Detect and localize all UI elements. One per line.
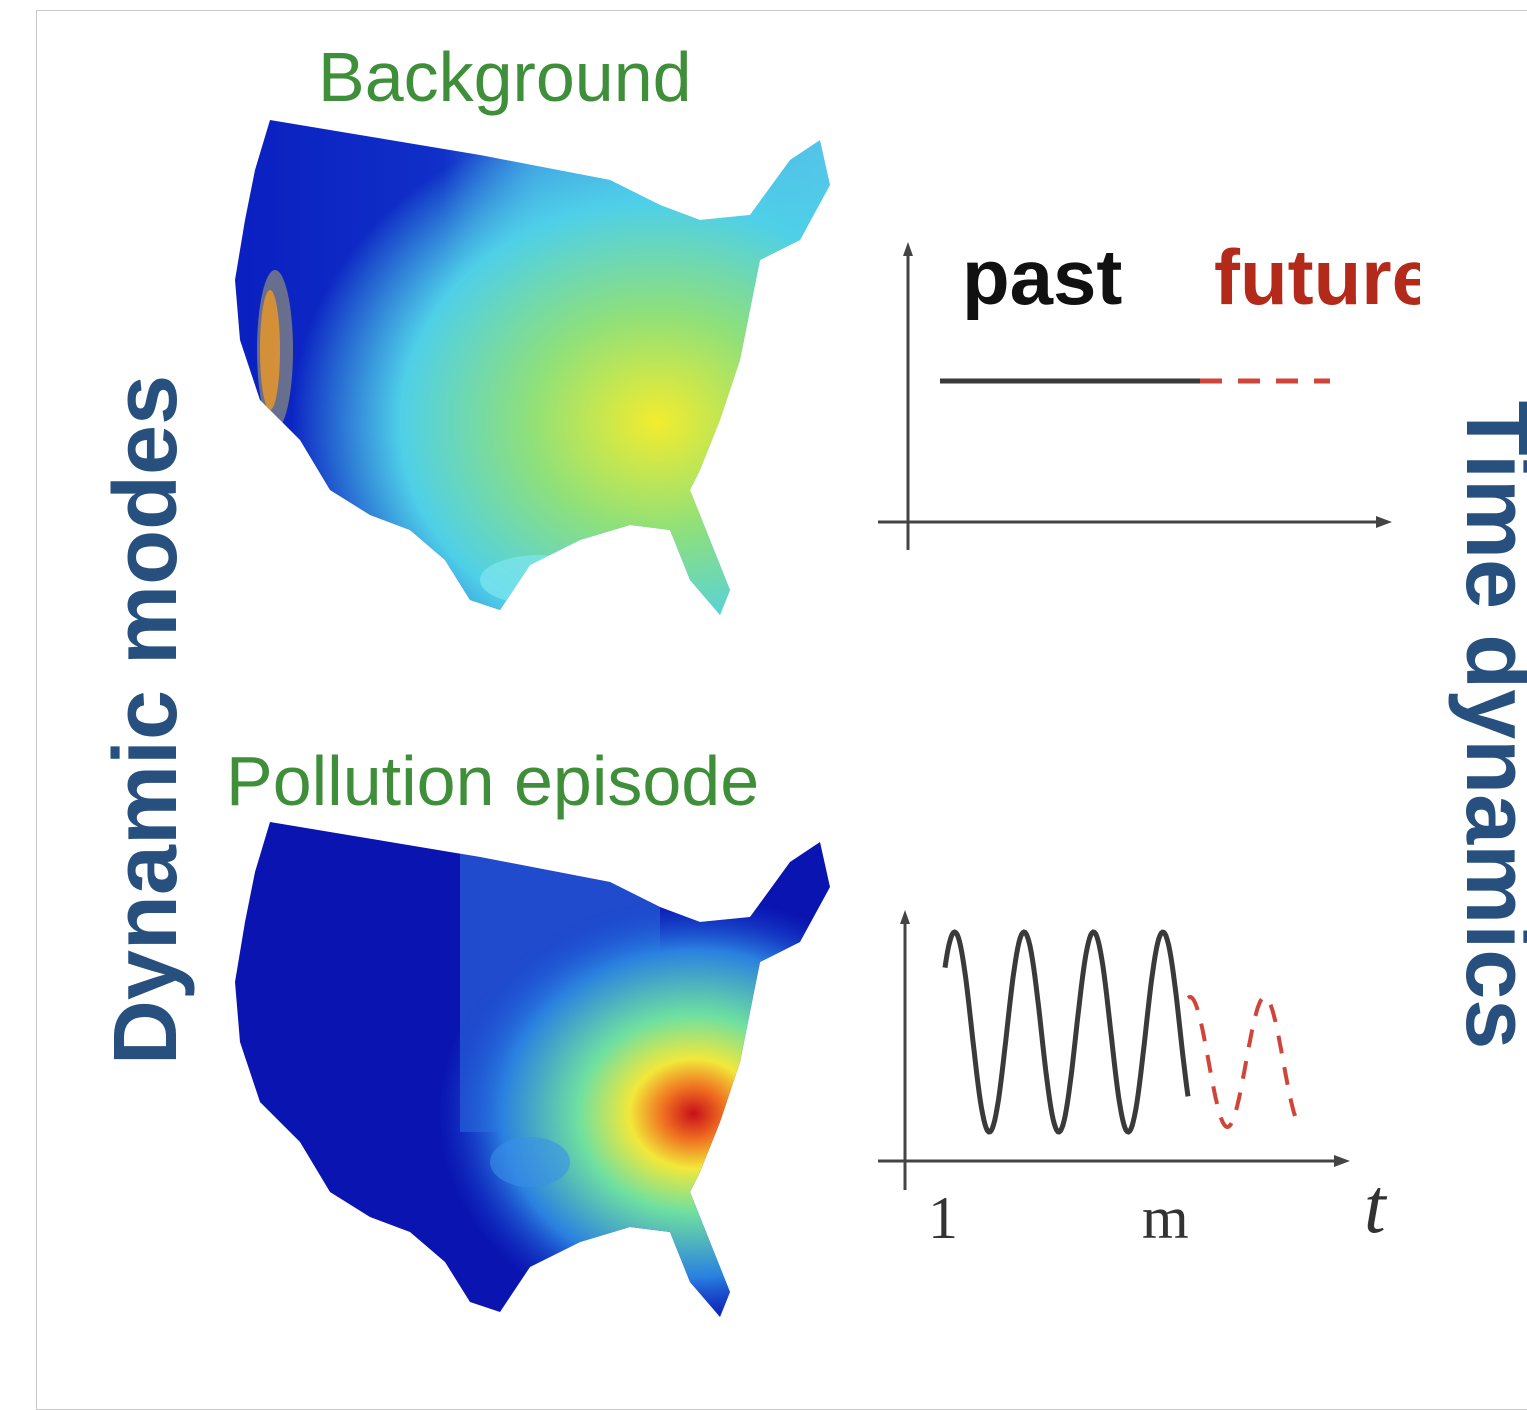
- time-dynamics-label: Time dynamics: [1447, 400, 1527, 1050]
- pollution-episode-title: Pollution episode: [226, 742, 760, 820]
- x-axis-arrow: [1334, 1155, 1350, 1167]
- y-axis-arrow: [900, 910, 910, 924]
- future-label: future: [1214, 233, 1420, 321]
- pollution-episode-map: [235, 822, 830, 1317]
- axis-label-t: t: [1364, 1162, 1388, 1249]
- tick-label-1: 1: [928, 1185, 958, 1251]
- future-oscillation: [1186, 994, 1302, 1129]
- background-title: Background: [318, 38, 692, 116]
- tick-label-m: m: [1142, 1185, 1189, 1251]
- background-mode-map: [235, 120, 830, 615]
- pollution-time-dynamics-plot: 1 m t: [878, 910, 1388, 1251]
- past-label: past: [962, 233, 1122, 321]
- x-axis-arrow: [1376, 516, 1392, 528]
- y-axis-arrow: [903, 242, 913, 256]
- dynamic-modes-label: Dynamic modes: [96, 374, 196, 1066]
- background-time-dynamics-plot: past future: [878, 233, 1420, 550]
- past-oscillation: [942, 929, 1191, 1135]
